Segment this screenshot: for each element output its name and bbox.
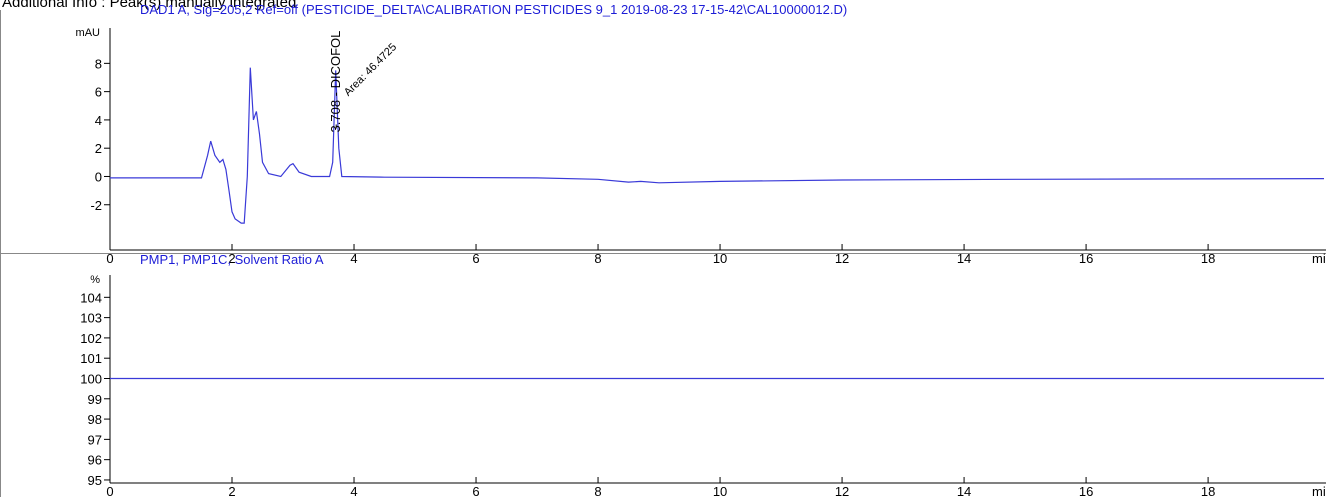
y-tick-label: 96 [88,453,102,468]
x-tick-label: 12 [835,251,849,266]
x-tick-label: 2 [228,484,235,497]
x-tick-label: 16 [1079,251,1093,266]
x-tick-label: 6 [472,484,479,497]
y-tick-label: 6 [95,85,102,100]
y-tick-label: 97 [88,432,102,447]
x-tick-label: 6 [472,251,479,266]
x-unit: min [1312,251,1326,266]
x-tick-label: 2 [228,251,235,266]
x-tick-label: 8 [594,484,601,497]
y-tick-label: 98 [88,412,102,427]
x-tick-label: 14 [957,251,971,266]
y-unit: mAU [76,27,101,39]
x-tick-label: 10 [713,484,727,497]
x-tick-label: 10 [713,251,727,266]
y-tick-label: 2 [95,141,102,156]
header: Additional Info : Peak(s) manually integ… [2,0,296,11]
peak-area: Area: 46.4725 [342,41,399,98]
y-tick-label: 102 [80,331,102,346]
y-tick-label: 0 [95,169,102,184]
y-tick-label: 104 [80,290,102,305]
y-unit: % [90,274,100,286]
x-tick-label: 8 [594,251,601,266]
y-tick-label: 99 [88,392,102,407]
x-tick-label: 16 [1079,484,1093,497]
x-tick-label: 4 [350,484,357,497]
x-tick-label: 4 [350,251,357,266]
chart-title: DAD1 A, Sig=205,2 Ref=off (PESTICIDE_DEL… [140,2,847,17]
x-tick-label: 18 [1201,251,1215,266]
y-tick-label: 4 [95,113,102,128]
x-tick-label: 0 [106,484,113,497]
x-unit: min [1312,484,1326,497]
y-tick-label: -2 [90,198,102,213]
y-tick-label: 95 [88,473,102,488]
y-tick-label: 103 [80,311,102,326]
x-tick-label: 12 [835,484,849,497]
signal-line [110,67,1325,224]
y-tick-label: 100 [80,371,102,386]
y-tick-label: 8 [95,56,102,71]
x-tick-label: 18 [1201,484,1215,497]
chart-title: PMP1, PMP1C, Solvent Ratio A [140,252,324,267]
x-tick-label: 14 [957,484,971,497]
y-tick-label: 101 [80,351,102,366]
x-tick-label: 0 [106,251,113,266]
peak-label: 3.708 - DICOFOL [328,31,343,133]
